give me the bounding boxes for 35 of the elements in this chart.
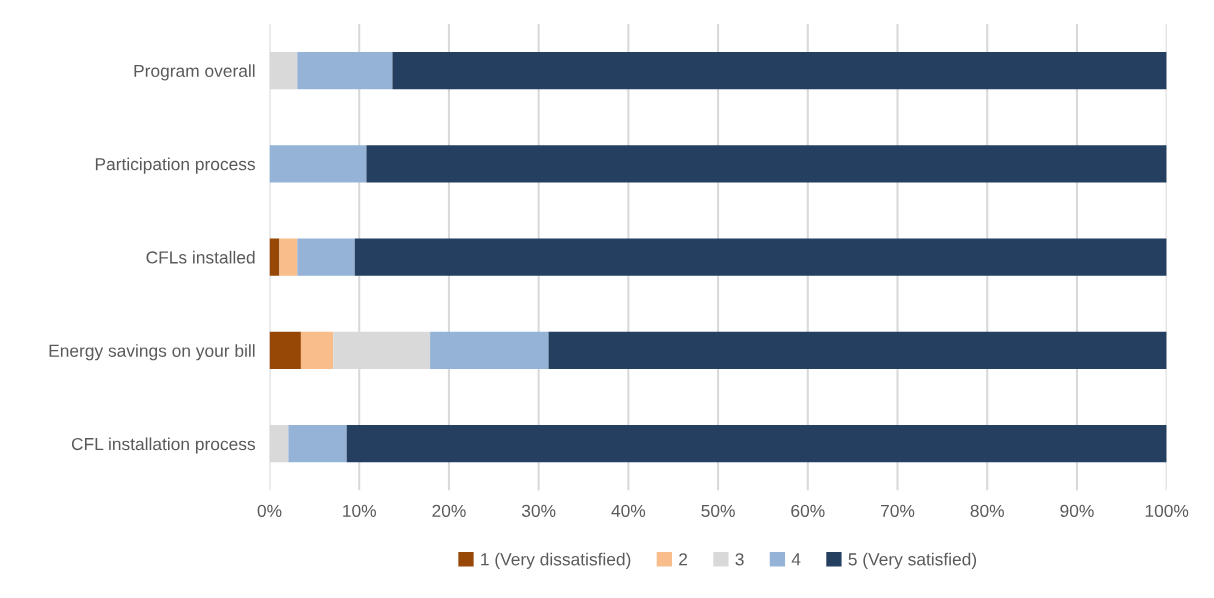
y-tick-label: CFLs installed (146, 250, 255, 264)
bar (300, 331, 334, 370)
bar (269, 238, 280, 276)
x-tick-label: 70% (881, 504, 915, 517)
bar (430, 331, 549, 370)
y-tick-label: Participation process (95, 157, 255, 174)
x-tick-label: 50% (701, 504, 735, 517)
bar (354, 238, 1167, 276)
legend-label: 5 (Very satisfied) (848, 552, 977, 569)
bar (269, 331, 301, 370)
bar (279, 238, 298, 276)
bar (548, 331, 1167, 370)
bar (269, 145, 367, 183)
y-tick-label: CFL installation process (71, 437, 255, 454)
bar (297, 238, 355, 276)
bar (366, 145, 1167, 183)
x-tick-label: 90% (1060, 504, 1094, 517)
bar (297, 51, 393, 90)
y-tick-label: Program overall (134, 64, 255, 81)
bar (392, 51, 1167, 90)
x-tick-label: 40% (611, 504, 646, 517)
legend-label: 2 (679, 553, 688, 566)
x-tick-label: 10% (343, 504, 376, 517)
x-tick-label: 0% (257, 504, 282, 517)
y-tick-label: Energy savings on your bill (49, 344, 255, 361)
legend-label: 1 (Very dissatisfied) (481, 552, 631, 569)
bar (346, 425, 1167, 463)
x-tick-label: 100% (1145, 504, 1189, 517)
x-tick-label: 20% (432, 504, 466, 517)
legend-label: 4 (791, 553, 801, 566)
x-tick-label: 30% (521, 504, 556, 517)
x-tick-label: 60% (791, 504, 825, 517)
legend-label: 3 (735, 553, 744, 566)
bar (288, 425, 347, 463)
x-tick-label: 80% (970, 504, 1004, 517)
